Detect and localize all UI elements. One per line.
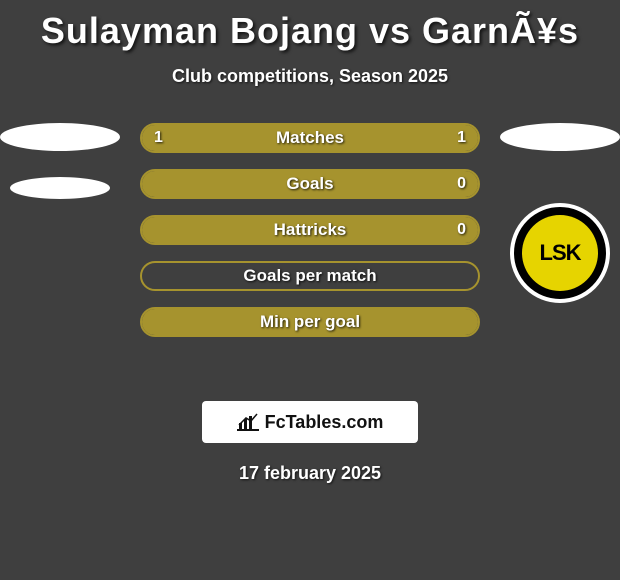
page-subtitle: Club competitions, Season 2025 (0, 66, 620, 87)
date-label: 17 february 2025 (0, 463, 620, 484)
stat-bar: 11Matches (140, 123, 480, 153)
page-title: Sulayman Bojang vs GarnÃ¥s (0, 0, 620, 52)
player-placeholder-icon (10, 177, 110, 199)
bar-label: Goals per match (142, 263, 478, 289)
left-player-column (0, 123, 120, 383)
bar-label: Hattricks (142, 217, 478, 243)
stat-bars: 11Matches 0Goals 0Hattricks Goals per match… (140, 123, 480, 353)
chart-icon (237, 413, 259, 431)
comparison-stage: LSK 11Matches 0Goals 0Hattricks Goals per m… (0, 123, 620, 383)
watermark-text: FcTables.com (265, 412, 384, 433)
bar-label: Min per goal (142, 309, 478, 335)
stat-bar: 0Hattricks (140, 215, 480, 245)
club-logo-text: LSK (522, 215, 598, 291)
bar-label: Matches (142, 125, 478, 151)
right-player-column: LSK (500, 123, 620, 383)
stat-bar: Min per goal (140, 307, 480, 337)
player-placeholder-icon (0, 123, 120, 151)
watermark[interactable]: FcTables.com (202, 401, 418, 443)
stat-bar: Goals per match (140, 261, 480, 291)
club-logo: LSK (510, 203, 610, 303)
player-placeholder-icon (500, 123, 620, 151)
bar-label: Goals (142, 171, 478, 197)
stat-bar: 0Goals (140, 169, 480, 199)
